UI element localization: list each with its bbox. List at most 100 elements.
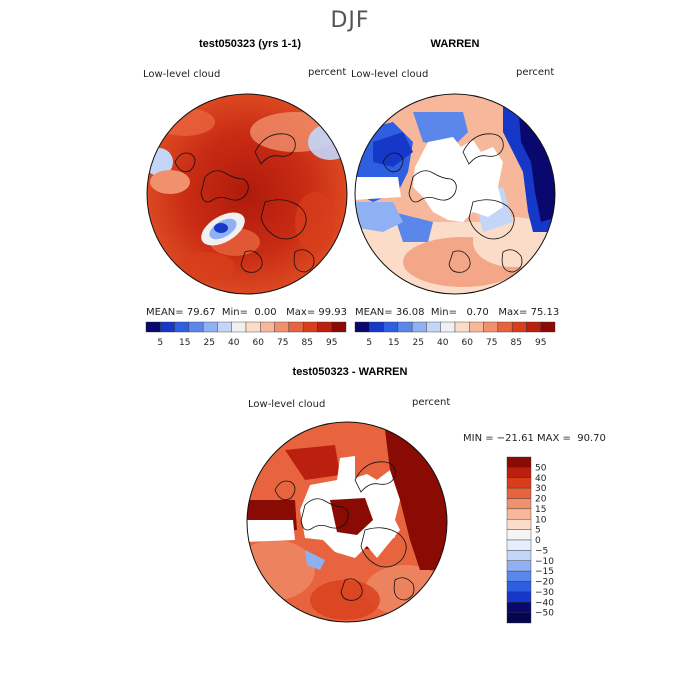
panel2-colorbar-cell bbox=[426, 321, 441, 333]
panel2-units-label: percent bbox=[516, 67, 555, 78]
panel2-missing-region bbox=[355, 177, 401, 200]
panel1-stats: MEAN= 79.67 Min= 0.00 Max= 99.93 bbox=[146, 307, 348, 318]
panel3-colorbar-tick-label: 15 bbox=[535, 505, 546, 515]
panel3-colorbar-cell bbox=[506, 467, 532, 478]
panel1-patch bbox=[150, 170, 190, 194]
panel3-colorbar-cell bbox=[506, 581, 532, 593]
panel3-colorbar-tick-label: 5 bbox=[535, 526, 541, 536]
panel3-units-label: percent bbox=[412, 397, 451, 408]
panel3-colorbar-cell bbox=[506, 519, 532, 530]
panel2-colorbar-cell bbox=[469, 321, 484, 333]
panel2-title: WARREN bbox=[430, 38, 480, 50]
panel3-colorbar-tick-label: −15 bbox=[535, 567, 554, 577]
panel1-title: test050323 (yrs 1-1) bbox=[198, 38, 302, 50]
panel1-colorbar-cells bbox=[145, 321, 347, 333]
panel1-colorbar-cell bbox=[188, 321, 204, 333]
panel3-colorbar-tick-label: 30 bbox=[535, 484, 547, 494]
panel1-colorbar-tick-label: 75 bbox=[277, 338, 288, 347]
panel1-patch bbox=[214, 223, 228, 233]
panel1-map-border bbox=[146, 93, 348, 295]
panel3-patch bbox=[305, 550, 325, 570]
panel3-patch bbox=[285, 445, 340, 480]
panel1-colorbar-tick-label: 85 bbox=[301, 338, 312, 347]
panel1-units-label: percent bbox=[308, 67, 347, 78]
panel3-colorbar-tick-label: 0 bbox=[535, 536, 541, 546]
panel2-colorbar-cell bbox=[526, 321, 541, 333]
panel1-colorbar-cell bbox=[245, 321, 261, 333]
panel2-stats: MEAN= 36.08 Min= 0.70 Max= 75.13 bbox=[355, 307, 560, 318]
panel2-colorbar-tick-label: 25 bbox=[413, 338, 424, 347]
panel2-colorbar-cell bbox=[483, 321, 499, 333]
panel1-colorbar-cell bbox=[160, 321, 175, 333]
panel2-map-border bbox=[354, 93, 556, 295]
panel2-colorbar-cell bbox=[440, 321, 456, 333]
panel2-colorbar-cell bbox=[497, 321, 513, 333]
panel3-variable-label: Low-level cloud bbox=[248, 399, 326, 410]
panel2-colorbar-cell bbox=[540, 321, 556, 333]
panel3-colorbar-cell bbox=[506, 508, 532, 520]
panel3-colorbar-cell bbox=[506, 539, 532, 551]
panel1-colorbar-cell bbox=[260, 321, 275, 333]
panel2-colorbar: 5 15 25 40 60 75 85 95 bbox=[354, 321, 556, 347]
panel3-colorbar-tick-label: −40 bbox=[535, 598, 554, 608]
panel1-colorbar-cell bbox=[331, 321, 347, 333]
panel1-colorbar: 5 15 25 40 60 75 85 95 bbox=[145, 321, 347, 347]
panel2-patch bbox=[355, 202, 403, 232]
panel3-colorbar-cell bbox=[506, 498, 532, 510]
panel3-colorbar-tick-label: 10 bbox=[535, 515, 547, 525]
panel2-colorbar-tick-label: 95 bbox=[535, 338, 546, 347]
panel3-colorbar-cell bbox=[506, 560, 532, 572]
panel1-variable-label: Low-level cloud bbox=[143, 69, 221, 80]
panel1-colorbar-tick-label: 5 bbox=[157, 338, 163, 347]
panel3-colorbar-cell bbox=[506, 477, 532, 489]
panel3-colorbar-tick-label: 20 bbox=[535, 495, 547, 505]
panel3-colorbar-cell bbox=[506, 550, 532, 561]
panel3-colorbar-tick-label: −50 bbox=[535, 609, 554, 619]
panel2-colorbar-tick-label: 75 bbox=[486, 338, 497, 347]
panel2-colorbar-cell bbox=[454, 321, 470, 333]
panel2-colorbar-cell bbox=[411, 321, 427, 333]
panel2-colorbar-tick-label: 5 bbox=[366, 338, 372, 347]
panel3-colorbar-cell bbox=[506, 529, 532, 541]
panel1-colorbar-tick-label: 15 bbox=[179, 338, 190, 347]
panel1-colorbar-cell bbox=[274, 321, 290, 333]
panel2-colorbar-cell bbox=[354, 321, 370, 333]
panel1-colorbar-cell bbox=[145, 321, 161, 333]
panel3-colorbar-tick-label: −10 bbox=[535, 557, 554, 567]
panel1-colorbar-cell bbox=[217, 321, 232, 333]
panel3-colorbar-tick-label: −5 bbox=[535, 546, 548, 556]
panel2-colorbar-cell bbox=[369, 321, 384, 333]
panel2-colorbar-cell bbox=[511, 321, 527, 333]
panel3-map-border bbox=[246, 421, 448, 623]
panel1-colorbar-cell bbox=[174, 321, 190, 333]
panel3-coastlines bbox=[274, 461, 415, 601]
panel3-colorbar-cell bbox=[506, 591, 532, 603]
panel1-patch bbox=[175, 252, 235, 282]
panel2-variable-label: Low-level cloud bbox=[351, 69, 429, 80]
panel1-polar-map bbox=[146, 93, 348, 295]
panel1-patch bbox=[155, 108, 215, 136]
panel1-colorbar-cell bbox=[202, 321, 218, 333]
panel1-colorbar-cell bbox=[317, 321, 332, 333]
panel3-colorbar-tick-label: −30 bbox=[535, 588, 554, 598]
panel3-missing-region bbox=[247, 520, 295, 542]
panel3-colorbar-tick-label: 50 bbox=[535, 463, 547, 473]
panel2-colorbar-tick-label: 40 bbox=[437, 338, 449, 347]
panel3-colorbar-cell bbox=[506, 612, 532, 624]
panel2-colorbar-tick-label: 60 bbox=[462, 338, 474, 347]
panel2-colorbar-cells bbox=[354, 321, 556, 333]
panel3-colorbar-cell bbox=[506, 456, 532, 468]
panel2-colorbar-ticks: 5 15 25 40 60 75 85 95 bbox=[366, 338, 546, 347]
panel1-colorbar-tick-label: 40 bbox=[228, 338, 240, 347]
panel1-coastlines bbox=[174, 133, 315, 273]
panel3-colorbar-cells bbox=[506, 456, 532, 624]
panel2-colorbar-cell bbox=[383, 321, 399, 333]
figure-title: DJF bbox=[330, 8, 370, 33]
panel3-colorbar-cell bbox=[506, 487, 532, 499]
panel3-colorbar-tick-label: 40 bbox=[535, 474, 547, 484]
panel1-colorbar-cell bbox=[288, 321, 304, 333]
panel2-coastlines bbox=[382, 133, 523, 273]
panel2-colorbar-tick-label: 85 bbox=[510, 338, 521, 347]
